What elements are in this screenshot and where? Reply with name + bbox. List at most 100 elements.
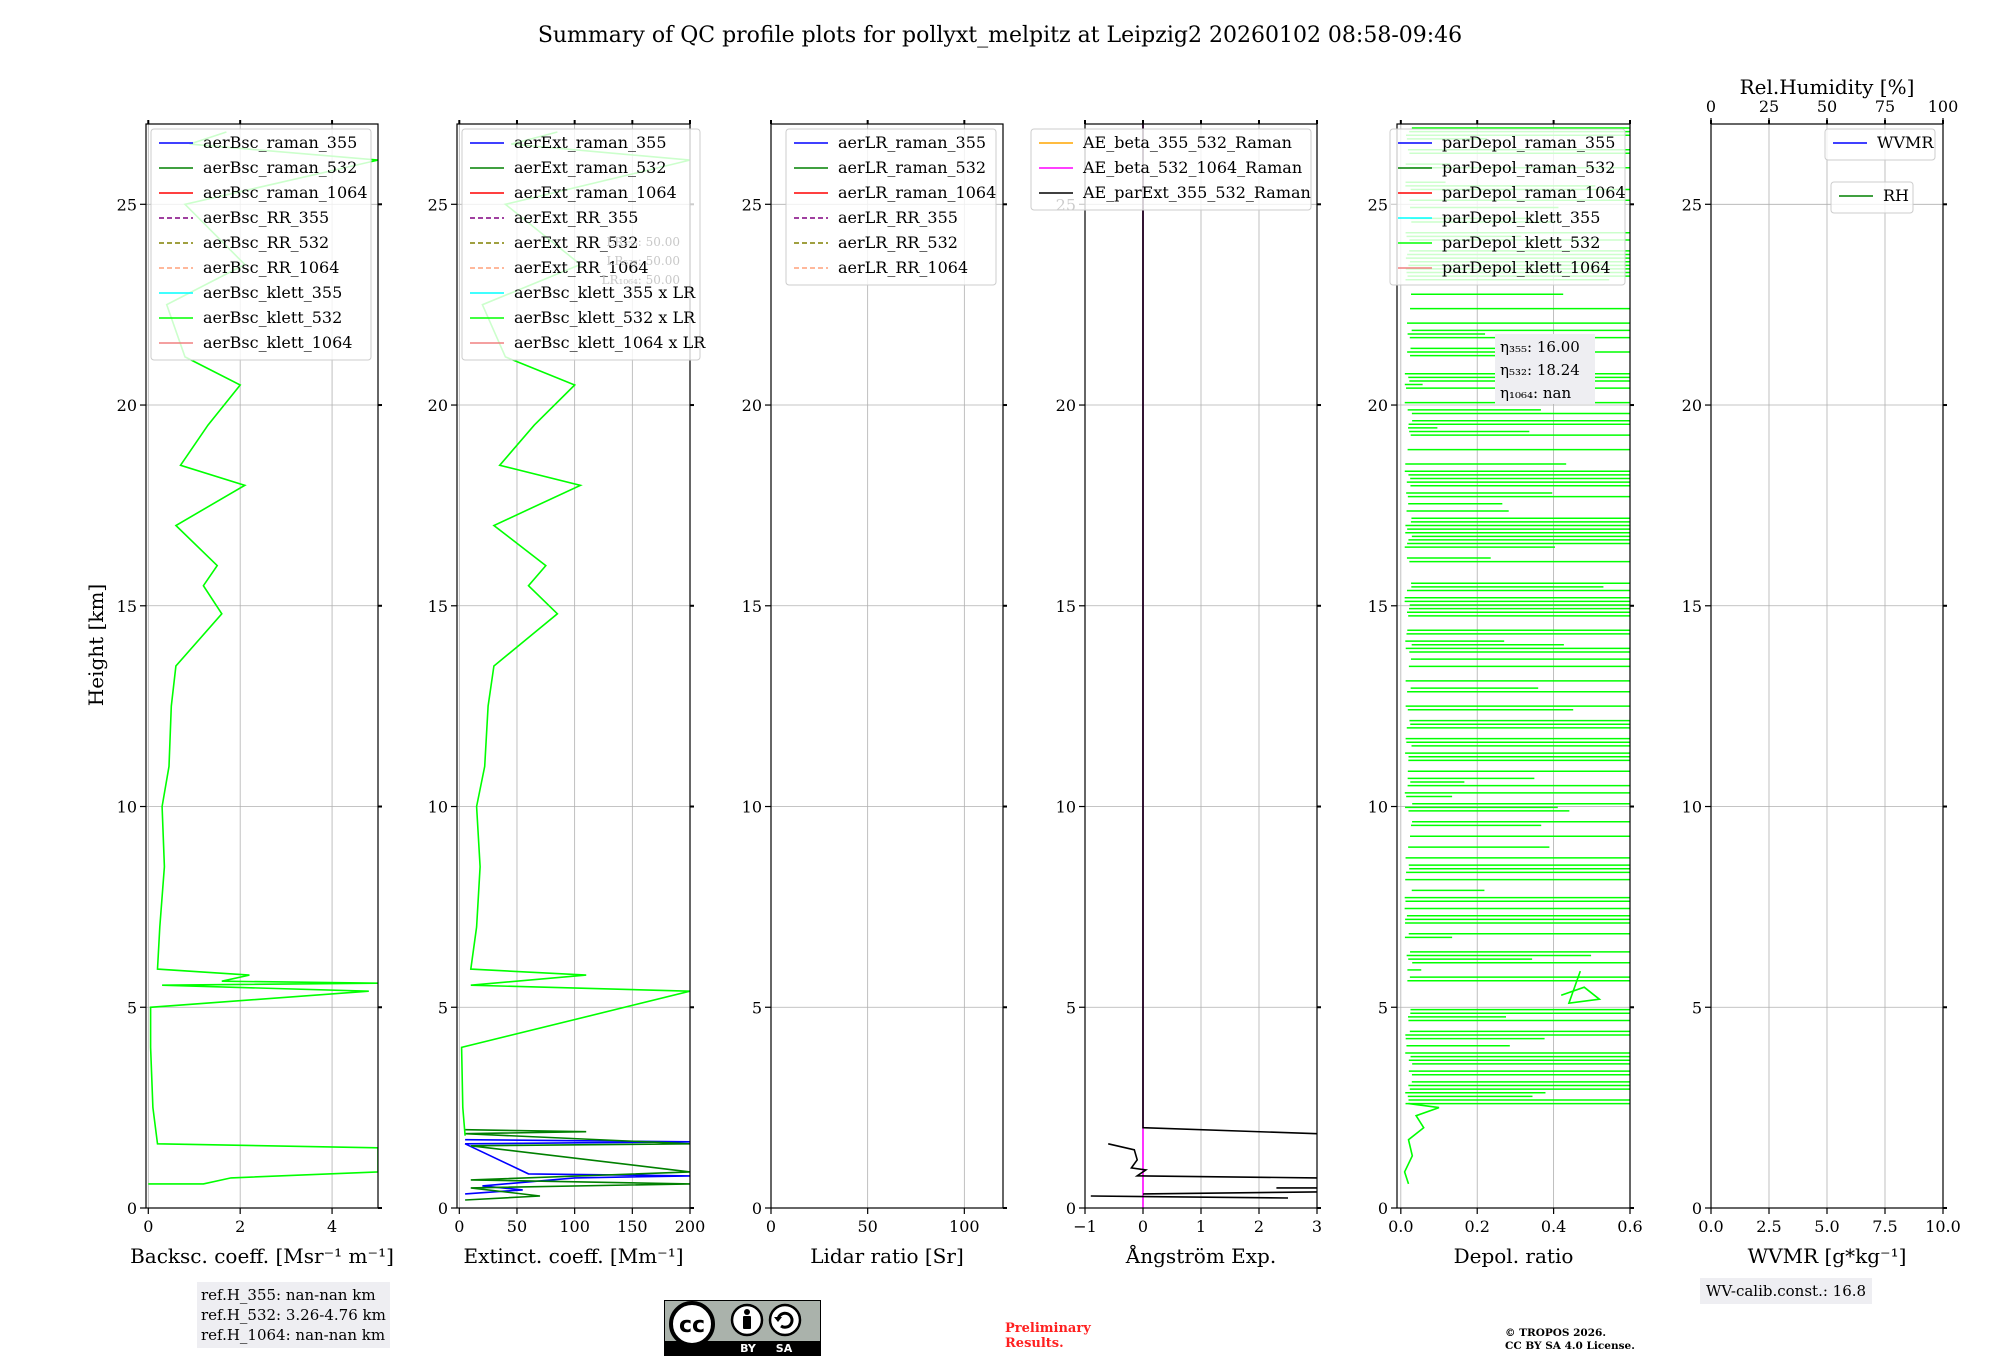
x-tick-label: 7.5 — [1872, 1217, 1897, 1236]
y-tick-label: 20 — [742, 396, 762, 415]
y-axis-label: Height [km] — [84, 584, 108, 706]
y-tick-label: 10 — [1682, 798, 1702, 817]
y-tick-label: 5 — [1066, 998, 1076, 1017]
legend-label: aerBsc_RR_1064 — [203, 258, 339, 277]
copyright-note: © TROPOS 2026. CC BY SA 4.0 License. — [1505, 1327, 1635, 1353]
x-ticks: 0 2 4 — [143, 120, 337, 1236]
legend-label: parDepol_raman_532 — [1442, 158, 1615, 177]
y-tick-label: 0 — [1692, 1199, 1702, 1218]
cc-license-badge: cc BY SA — [664, 1300, 821, 1356]
legend-frame — [1830, 181, 1914, 214]
panel-frame — [770, 123, 1004, 1209]
legend-label: AE_beta_355_532_Raman — [1082, 133, 1292, 152]
y-tick-label: 25 — [428, 195, 448, 214]
x-tick-label: 100 — [559, 1217, 590, 1236]
legend-label: aerExt_RR_1064 — [514, 258, 649, 277]
lr-annotation: LR₃₅₅: 50.00 — [606, 235, 680, 249]
wv-calib-box: WV-calib.const.: 16.8 — [1700, 1278, 1873, 1304]
legend: AE_beta_355_532_Raman AE_beta_532_1064_Ra… — [1030, 128, 1312, 211]
legend-label: aerExt_raman_1064 — [514, 183, 677, 202]
legend: aerBsc_raman_355 aerBsc_raman_532 aerBsc_r… — [150, 128, 372, 361]
x-tick-label: −1 — [1073, 1217, 1097, 1236]
legend-label: parDepol_raman_355 — [1442, 133, 1615, 152]
x-ticks: −1 0 1 2 3 — [1073, 120, 1322, 1236]
legend-label: aerExt_RR_355 — [514, 208, 638, 227]
x-tick-label: 200 — [675, 1217, 706, 1236]
lr-annotation: LR₁₀₆₄: 50.00 — [602, 273, 680, 287]
y-tick-label: 10 — [428, 798, 448, 817]
y-tick-label: 10 — [1056, 798, 1076, 817]
y-ticks: 0 5 10 15 20 25 — [1368, 195, 1634, 1218]
legend-label: aerBsc_RR_532 — [203, 233, 329, 252]
legend-label: parDepol_raman_1064 — [1442, 183, 1626, 202]
legend-label: aerExt_raman_355 — [514, 133, 667, 152]
x-tick-label: 1 — [1196, 1217, 1206, 1236]
x-tick-label: 3 — [1312, 1217, 1322, 1236]
y-tick-label: 20 — [1682, 396, 1702, 415]
x-axis-label: Ångström Exp. — [1125, 1243, 1276, 1268]
top-tick-label: 75 — [1875, 97, 1895, 116]
y-tick-label: 15 — [1056, 597, 1076, 616]
series-AE_parExt_355_532_Raman — [1108, 1143, 1317, 1179]
legend-label: aerBsc_raman_355 — [203, 133, 357, 152]
y-tick-label: 15 — [1368, 597, 1388, 616]
cc-by-label: BY — [740, 1342, 757, 1355]
panel-grid — [770, 124, 1003, 1209]
legend-label: aerLR_raman_532 — [838, 158, 986, 177]
panel-grid — [1084, 124, 1318, 1209]
top-tick-label: 50 — [1817, 97, 1837, 116]
panel-frame — [1396, 123, 1631, 1209]
y-tick-label: 20 — [1368, 396, 1388, 415]
x-tick-label: 2.5 — [1756, 1217, 1781, 1236]
y-ticks: 0 5 10 15 20 25 — [117, 195, 382, 1218]
x-tick-label: 0 — [766, 1217, 776, 1236]
series-parDepol_klett_532 — [1560, 970, 1602, 1005]
legend-label: parDepol_klett_355 — [1442, 208, 1600, 227]
cc-icon — [669, 1301, 715, 1347]
legend-label: aerLR_RR_355 — [838, 208, 958, 227]
y-tick-label: 20 — [1056, 396, 1076, 415]
y-tick-label: 25 — [1682, 195, 1702, 214]
x-tick-label: 2 — [235, 1217, 245, 1236]
eta-annotation: η₃₅₅: 16.00 — [1500, 338, 1580, 356]
legend-label: aerBsc_raman_1064 — [203, 183, 368, 202]
x-tick-label: 100 — [949, 1217, 980, 1236]
series-aerExt_raman_532 — [465, 1128, 690, 1201]
y-tick-label: 0 — [438, 1199, 448, 1218]
legend-label: aerExt_raman_532 — [514, 158, 667, 177]
legend-label: WVMR — [1877, 133, 1934, 152]
legend-label: aerLR_RR_1064 — [838, 258, 968, 277]
y-tick-label: 25 — [1368, 195, 1388, 214]
y-tick-label: 10 — [1368, 798, 1388, 817]
legend-label: aerBsc_raman_532 — [203, 158, 357, 177]
x-tick-label: 0.0 — [1388, 1217, 1413, 1236]
top-tick-label: 100 — [1928, 97, 1959, 116]
legend-label: aerBsc_klett_355 x LR — [514, 283, 696, 302]
copyright-line-2: CC BY SA 4.0 License. — [1505, 1340, 1635, 1352]
y-tick-label: 20 — [428, 396, 448, 415]
y-tick-label: 15 — [742, 597, 762, 616]
y-tick-label: 0 — [752, 1199, 762, 1218]
x-tick-label: 0.4 — [1541, 1217, 1566, 1236]
legend-frame — [1030, 128, 1312, 211]
x-axis-label: Backsc. coeff. [Msr⁻¹ m⁻¹] — [130, 1244, 394, 1268]
top-axis-label: Rel.Humidity [%] — [1740, 75, 1915, 99]
lr-annotation: LR₅₃₂: 50.00 — [606, 254, 680, 268]
legend: WVMR — [1824, 128, 1936, 161]
panel-extinction: 0 5 10 15 20 25 0 50 100 150 200 Extinct. coeff. [M… — [428, 120, 706, 1268]
x-tick-label: 0 — [143, 1217, 153, 1236]
y-tick-label: 5 — [127, 998, 137, 1017]
legend-label: aerLR_RR_532 — [838, 233, 958, 252]
panel-series — [1090, 124, 1317, 1208]
y-ticks: 0 5 10 15 20 25 — [1682, 195, 1947, 1218]
x-tick-label: 0.0 — [1698, 1217, 1723, 1236]
y-tick-label: 25 — [742, 195, 762, 214]
series-parDepol_klett_532 — [1403, 1102, 1440, 1185]
series-AE_parExt_355_532_Raman — [1142, 124, 1317, 1135]
x-ticks: 0.0 0.2 0.4 0.6 — [1388, 120, 1643, 1236]
legend-label: aerBsc_klett_355 — [203, 283, 342, 302]
eta-box — [1495, 334, 1595, 404]
eta-annotation: η₁₀₆₄: nan — [1500, 384, 1571, 402]
ref-height-532: ref.H_532: 3.26-4.76 km — [201, 1306, 386, 1324]
